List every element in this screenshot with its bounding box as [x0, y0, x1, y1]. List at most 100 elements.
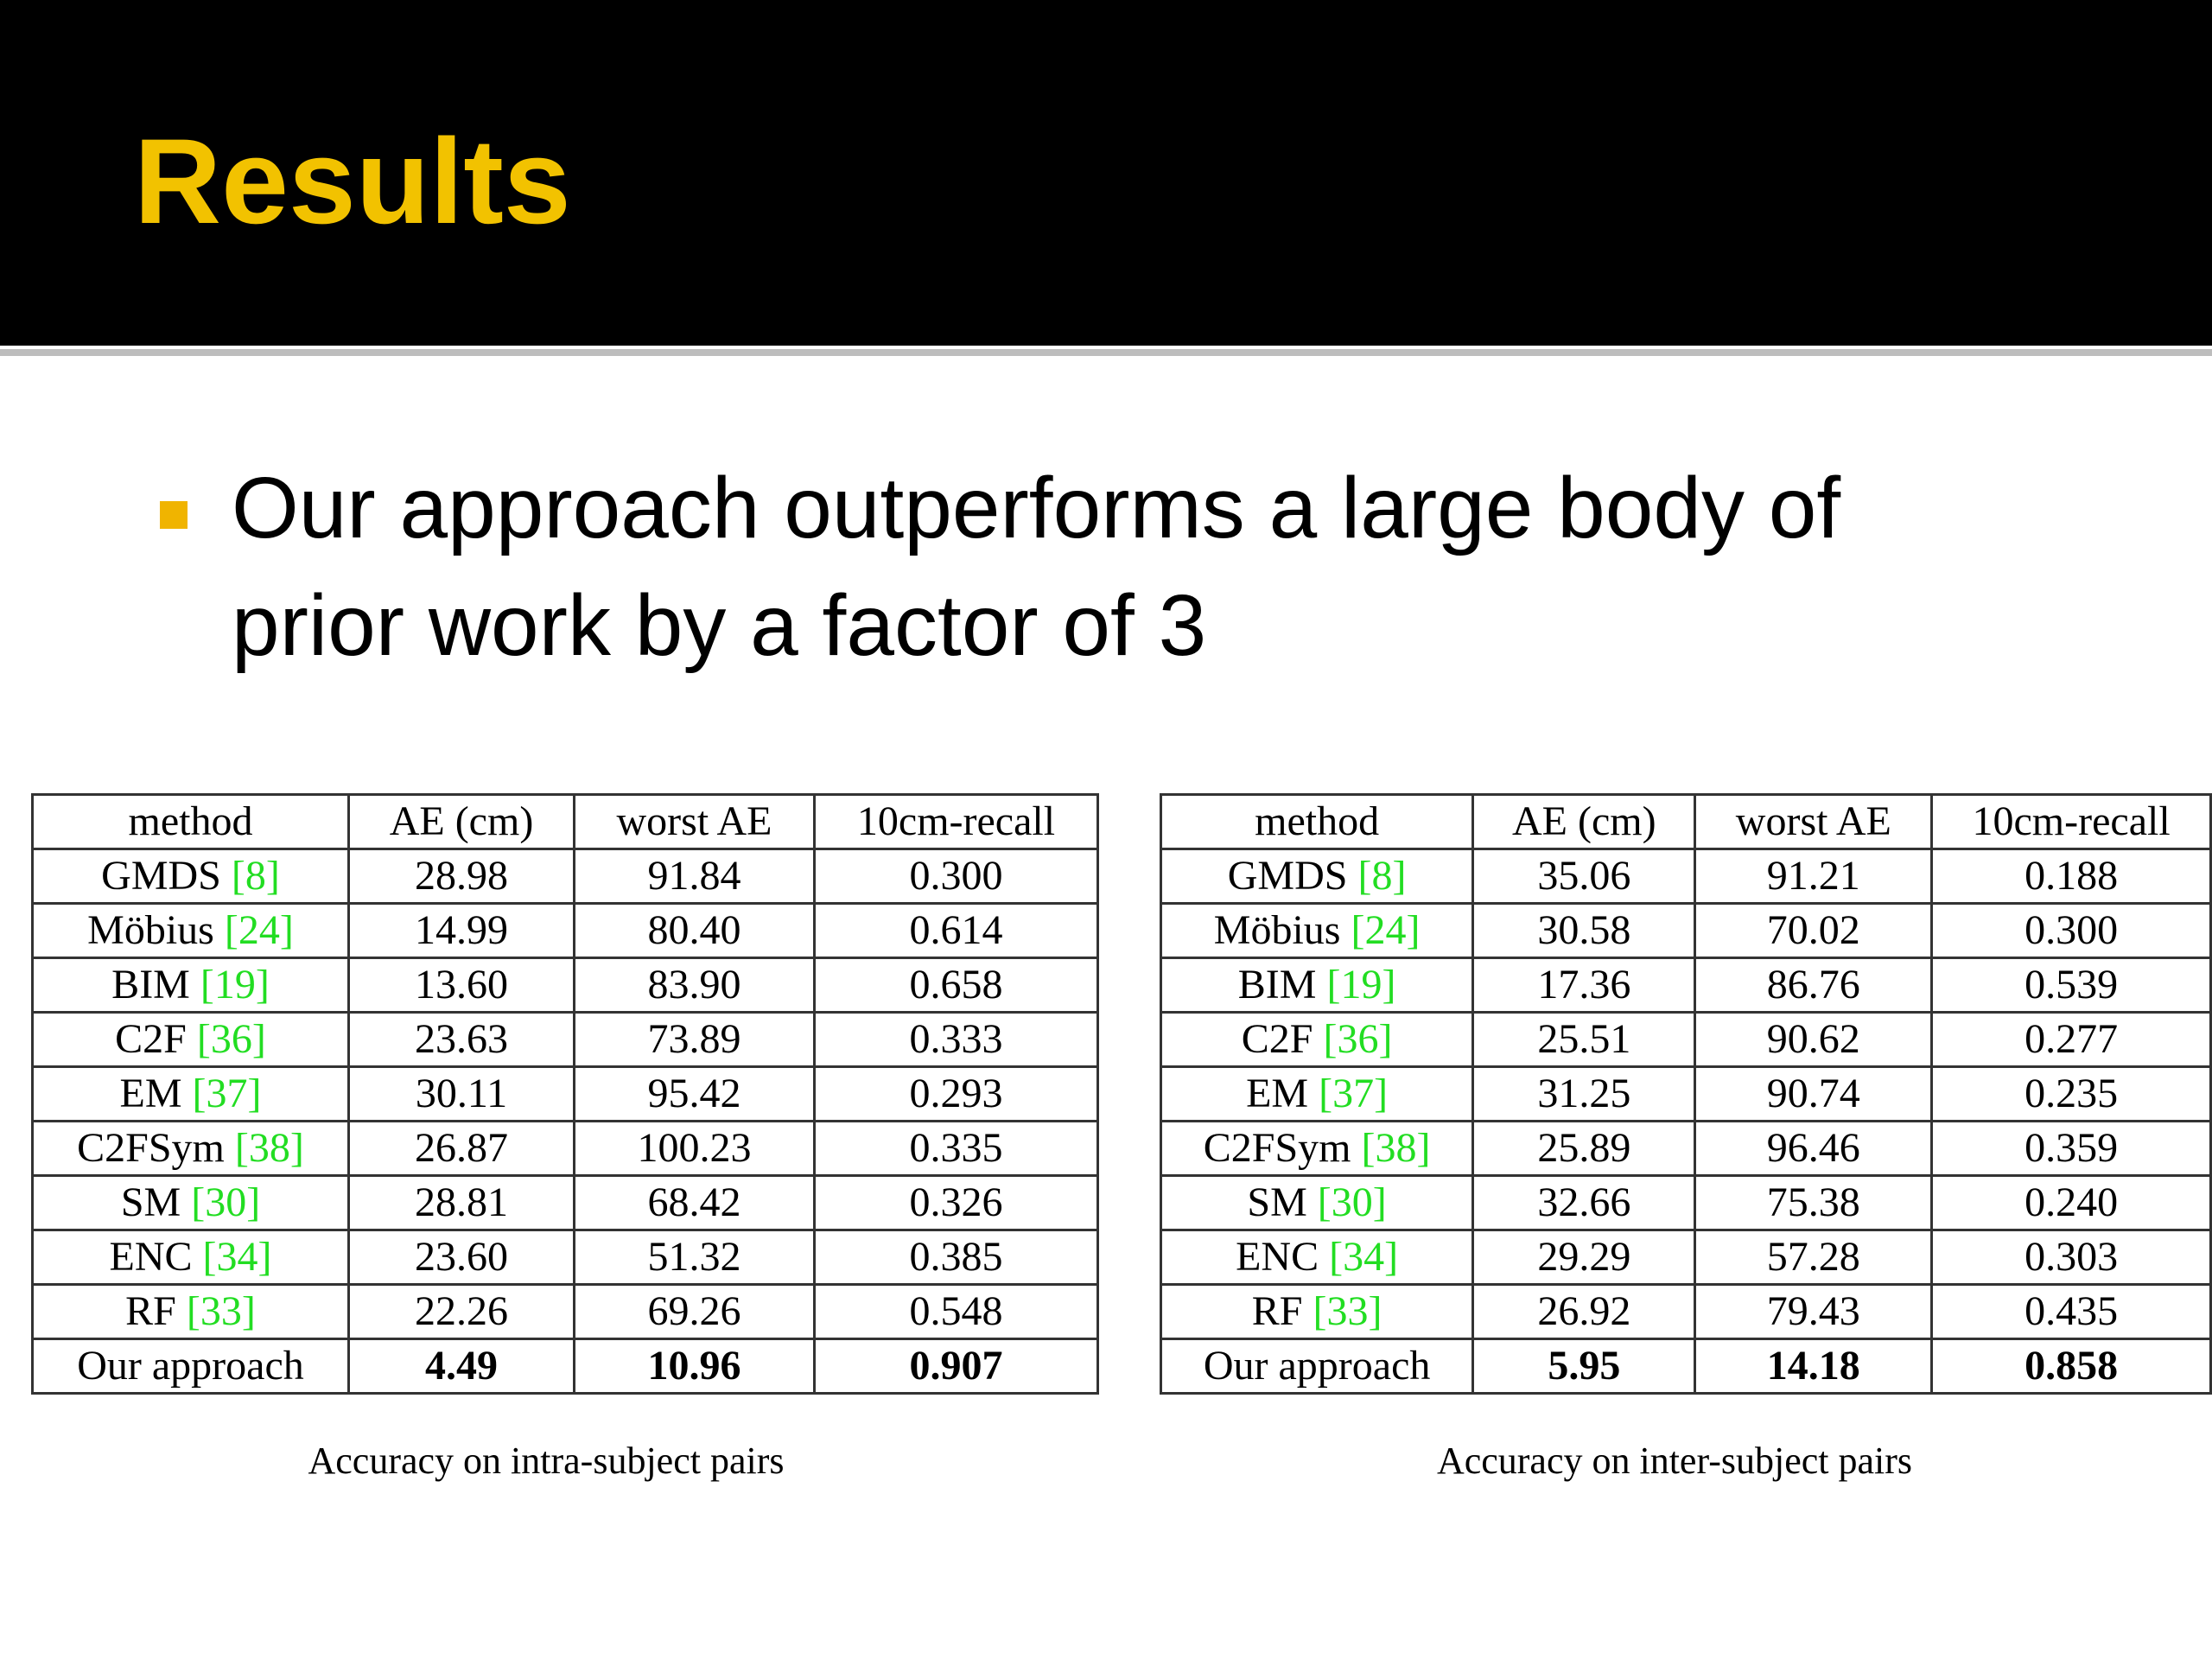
citation: [37] [1319, 1071, 1389, 1116]
method-cell: Our approach [31, 1338, 350, 1395]
results-table: method AE (cm) worst AE 10cm-recall GMDS [8]… [1159, 793, 2212, 1395]
value-cell: 10.96 [573, 1338, 816, 1395]
method-cell: RF [33] [31, 1283, 350, 1340]
citation: [33] [186, 1288, 256, 1334]
header-cell: 10cm-recall [1930, 793, 2212, 850]
citation: [19] [1326, 962, 1396, 1007]
method-cell: GMDS [8] [1159, 848, 1475, 905]
header-row: method AE (cm) worst AE 10cm-recall [31, 793, 1099, 850]
value-cell: 0.235 [1930, 1065, 2212, 1122]
value-cell: 25.51 [1471, 1011, 1697, 1068]
value-cell: 75.38 [1694, 1174, 1934, 1231]
method-cell: BIM [19] [1159, 957, 1475, 1014]
method-cell: ENC [34] [1159, 1229, 1475, 1286]
citation: [36] [196, 1016, 266, 1062]
citation: [34] [1329, 1234, 1399, 1280]
value-cell: 0.335 [813, 1120, 1099, 1177]
value-cell: 25.89 [1471, 1120, 1697, 1177]
value-cell: 86.76 [1694, 957, 1934, 1014]
value-cell: 31.25 [1471, 1065, 1697, 1122]
value-cell: 30.58 [1471, 902, 1697, 959]
table-row: C2FSym [38] 26.87 100.23 0.335 [31, 1120, 1099, 1177]
value-cell: 35.06 [1471, 848, 1697, 905]
value-cell: 100.23 [573, 1120, 816, 1177]
method-name: C2F [115, 1016, 187, 1062]
method-cell: Möbius [24] [1159, 902, 1475, 959]
table-row: SM [30] 32.66 75.38 0.240 [1159, 1174, 2212, 1231]
citation: [37] [192, 1071, 262, 1116]
value-cell: 0.333 [813, 1011, 1099, 1068]
method-cell: EM [37] [1159, 1065, 1475, 1122]
method-name: RF [1251, 1288, 1303, 1334]
method-name: RF [125, 1288, 176, 1334]
value-cell: 90.62 [1694, 1011, 1934, 1068]
table-row: GMDS [8] 28.98 91.84 0.300 [31, 848, 1099, 905]
method-name: EM [1246, 1071, 1309, 1116]
table-row: GMDS [8] 35.06 91.21 0.188 [1159, 848, 2212, 905]
table-row: SM [30] 28.81 68.42 0.326 [31, 1174, 1099, 1231]
citation: [30] [1317, 1179, 1387, 1225]
value-cell: 23.60 [347, 1229, 575, 1286]
method-name: Möbius [1213, 907, 1341, 953]
method-name: EM [119, 1071, 182, 1116]
method-cell: RF [33] [1159, 1283, 1475, 1340]
value-cell: 69.26 [573, 1283, 816, 1340]
value-cell: 95.42 [573, 1065, 816, 1122]
method-cell: Our approach [1159, 1338, 1475, 1395]
value-cell: 0.858 [1930, 1338, 2212, 1395]
header-cell: AE (cm) [347, 793, 575, 850]
method-name: C2FSym [77, 1125, 225, 1171]
value-cell: 0.293 [813, 1065, 1099, 1122]
value-cell: 0.326 [813, 1174, 1099, 1231]
value-cell: 28.81 [347, 1174, 575, 1231]
bullet-text: Our approach outperforms a large body of… [232, 460, 1841, 674]
value-cell: 26.92 [1471, 1283, 1697, 1340]
results-table: method AE (cm) worst AE 10cm-recall GMDS [8]… [31, 793, 1099, 1395]
citation: [36] [1323, 1016, 1393, 1062]
value-cell: 79.43 [1694, 1283, 1934, 1340]
table-row: ENC [34] 29.29 57.28 0.303 [1159, 1229, 2212, 1286]
table-row: BIM [19] 13.60 83.90 0.658 [31, 957, 1099, 1014]
table-row: RF [33] 26.92 79.43 0.435 [1159, 1283, 2212, 1340]
citation: [33] [1313, 1288, 1382, 1334]
method-cell: SM [30] [1159, 1174, 1475, 1231]
value-cell: 57.28 [1694, 1229, 1934, 1286]
table-row: Our approach 4.49 10.96 0.907 [31, 1338, 1099, 1395]
citation: [30] [191, 1179, 261, 1225]
table-caption: Accuracy on inter-subject pairs [1436, 1440, 1913, 1482]
table-row: Our approach 5.95 14.18 0.858 [1159, 1338, 2212, 1395]
value-cell: 0.303 [1930, 1229, 2212, 1286]
value-cell: 0.240 [1930, 1174, 2212, 1231]
method-name: Möbius [87, 907, 214, 953]
table-row: ENC [34] 23.60 51.32 0.385 [31, 1229, 1099, 1286]
value-cell: 0.359 [1930, 1120, 2212, 1177]
header-cell: AE (cm) [1471, 793, 1697, 850]
value-cell: 80.40 [573, 902, 816, 959]
value-cell: 29.29 [1471, 1229, 1697, 1286]
table-row: C2F [36] 25.51 90.62 0.277 [1159, 1011, 2212, 1068]
value-cell: 90.74 [1694, 1065, 1934, 1122]
value-cell: 22.26 [347, 1283, 575, 1340]
value-cell: 28.98 [347, 848, 575, 905]
value-cell: 70.02 [1694, 902, 1934, 959]
method-name: ENC [1236, 1234, 1319, 1280]
method-name: C2F [1241, 1016, 1313, 1062]
value-cell: 13.60 [347, 957, 575, 1014]
method-name: ENC [109, 1234, 193, 1280]
value-cell: 73.89 [573, 1011, 816, 1068]
header-cell: method [1159, 793, 1475, 850]
method-name: SM [1247, 1179, 1307, 1225]
value-cell: 68.42 [573, 1174, 816, 1231]
value-cell: 14.18 [1694, 1338, 1934, 1395]
method-name: C2FSym [1203, 1125, 1351, 1171]
table-row: C2F [36] 23.63 73.89 0.333 [31, 1011, 1099, 1068]
table-row: Möbius [24] 14.99 80.40 0.614 [31, 902, 1099, 959]
value-cell: 83.90 [573, 957, 816, 1014]
value-cell: 91.21 [1694, 848, 1934, 905]
method-cell: EM [37] [31, 1065, 350, 1122]
citation: [8] [231, 853, 280, 899]
value-cell: 0.907 [813, 1338, 1099, 1395]
header-band [0, 0, 2212, 346]
method-cell: C2FSym [38] [1159, 1120, 1475, 1177]
